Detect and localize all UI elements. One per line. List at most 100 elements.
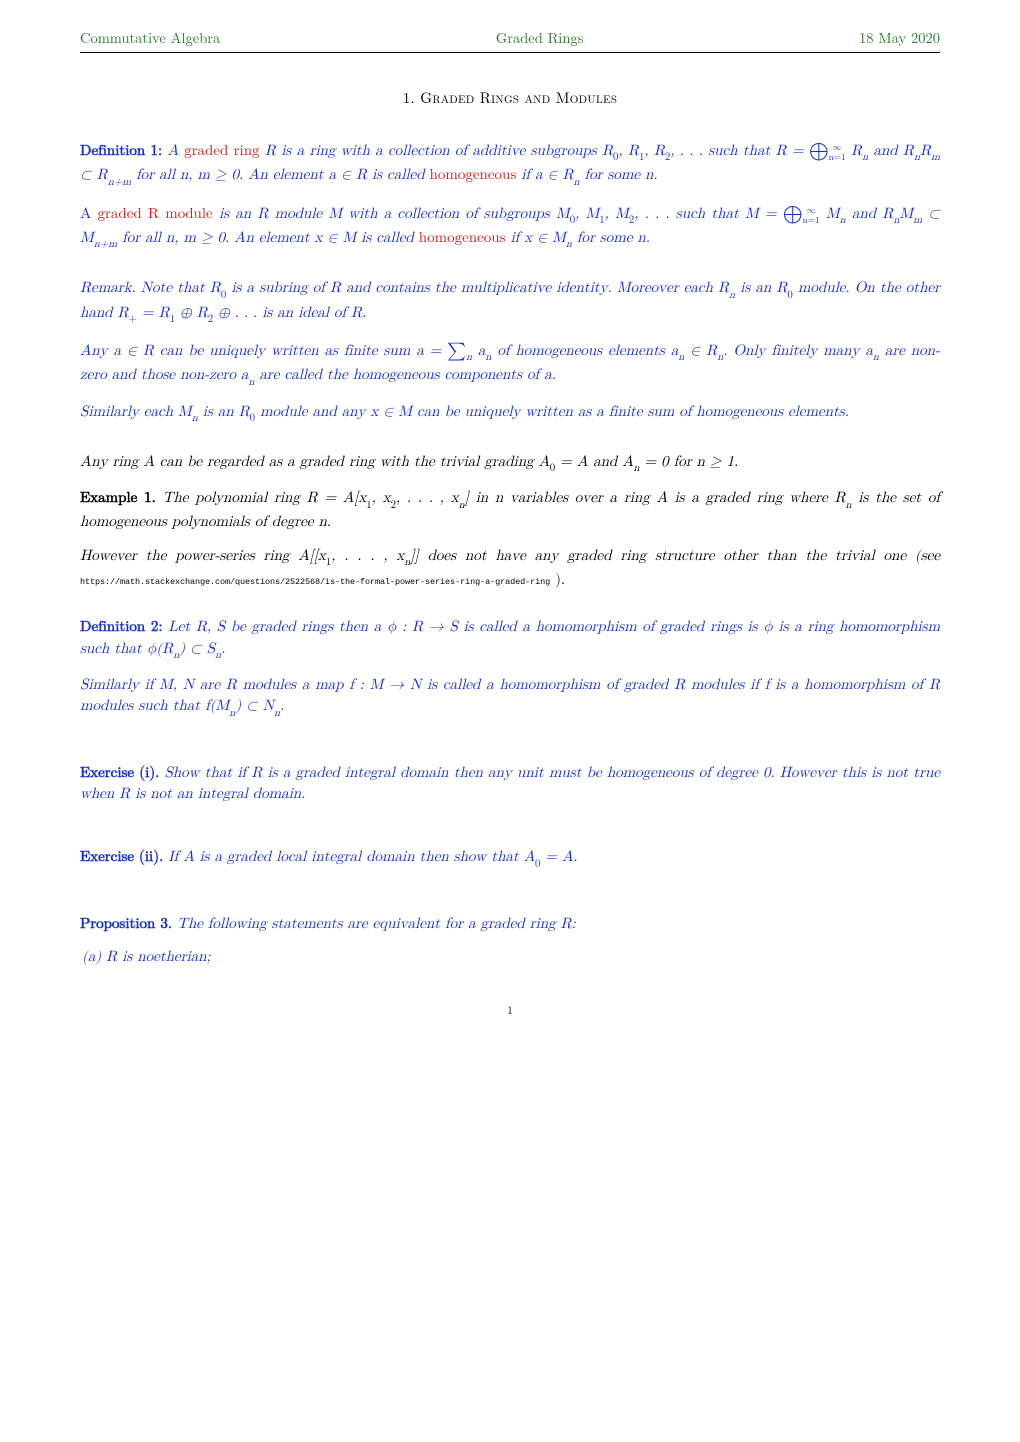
sub: m [913,215,922,226]
t: = A. [540,849,577,864]
sub: 0 [250,413,255,424]
t: R [846,143,862,158]
sub: 1 [170,314,175,325]
t: is an R module M with a collection of su… [213,206,570,221]
t: for some n. [580,167,658,182]
definition-2b: Similarly if M, N are R modules a map f … [80,674,940,720]
t: are called the homogeneous components of… [254,367,555,382]
t: and R [868,143,914,158]
sub: 0 [570,215,575,226]
remark-3: Similarly each Mn is an R0 module and an… [80,401,940,425]
sub: 1 [366,500,371,511]
sub: n+m [108,177,131,188]
t: if a ∈ R [516,167,573,182]
t: for some n. [572,230,650,245]
t: ∈ R [684,343,717,358]
t: is an R [735,280,787,295]
sub: n [862,152,868,163]
sub: n [459,500,465,511]
t: ) ⊂ S [179,641,215,656]
t: , R [618,143,639,158]
t: Similarly each M [80,404,192,419]
t: = A and A [555,454,633,469]
sub: n [574,177,580,188]
t: The polynomial ring R = A[x [156,490,367,505]
t: if x ∈ M [505,230,565,245]
remark-1: Remark. Note that R0 is a subring of R a… [80,277,940,326]
sub: n [840,215,846,226]
definition-1-module: A graded R module is an R module M with … [80,201,940,252]
sub: n [274,708,280,719]
proposition-3-item-a: (a) R is noetherian; [82,946,940,967]
t: M [820,206,840,221]
proposition-3: Proposition 3. The following statements … [80,913,940,934]
sub: n [229,708,235,719]
sub: n [192,413,198,424]
sub: 1 [599,215,604,226]
def1-term-graded-ring: graded ring [184,143,259,158]
t: . [221,641,225,656]
sub: 1 [639,152,644,163]
sub: n [466,352,472,363]
sigma-sum-icon: ∑ [447,343,466,360]
header-right: 18 May 2020 [859,28,940,49]
sub: 2 [629,215,634,226]
example-1: Example 1. The polynomial ring R = A[x1,… [80,487,940,533]
t: , M [575,206,599,221]
example-1b: However the power-series ring A[[x1, . .… [80,545,940,591]
t: Note that R [136,280,221,295]
remark-2: Any a ∈ R can be uniquely written as fin… [80,338,940,389]
t: A [162,143,184,158]
sub: n [215,650,221,661]
t: Any ring A can be regarded as a graded r… [80,454,550,469]
def1-term-homogeneous: homogeneous [430,167,517,182]
sum-limits: ∞n=1 [803,206,820,226]
t: , . . . such that R = [670,143,809,158]
sub: 0 [221,290,226,301]
def1b-term-graded-module: graded R module [97,206,212,221]
t: . Only finitely many a [723,343,873,358]
t: A [80,206,97,221]
sub: n [873,352,879,363]
exercise-i: Exercise (i). Show that if R is a graded… [80,762,940,805]
t: ] in n variables over a ring A is a grad… [465,490,846,505]
t: a [472,343,485,358]
sub: n [893,215,899,226]
def1-label: Definition 1: [80,143,162,158]
t: , M [605,206,629,221]
def1b-term-homogeneous: homogeneous [419,230,506,245]
t: R [920,143,931,158]
t: Any a ∈ R can be uniquely written as fin… [80,343,447,358]
sub: + [129,314,137,325]
t: R is a ring with a collection of additiv… [260,143,613,158]
page-number: 1 [80,1003,940,1019]
t: Show that if R is a graded integral doma… [80,765,940,801]
t: If A is a graded local integral domain t… [163,849,535,864]
sub: n [914,152,920,163]
sub: 0 [550,463,555,474]
sub: 0 [613,152,618,163]
sub: 0 [787,290,792,301]
t: Similarly if M, N are R modules a map f … [80,677,940,713]
remark-label: Remark. [80,280,136,295]
stackexchange-url[interactable]: https://math.stackexchange.com/questions… [80,577,550,587]
t: module and any x ∈ M can be uniquely wri… [255,404,849,419]
sub: n [678,352,684,363]
t: for all n, m ≥ 0. An element a ∈ R is ca… [131,167,429,182]
t: ⊕ R [175,305,208,320]
lim-bot: n=1 [803,216,820,226]
sub: n [248,377,254,388]
any-ring-para: Any ring A can be regarded as a graded r… [80,451,940,475]
lim-top: ∞ [829,143,846,153]
sub: 1 [326,557,331,568]
t: for all n, m ≥ 0. An element x ∈ M is ca… [117,230,419,245]
definition-2: Definition 2: Let R, S be graded rings t… [80,616,940,662]
t: ⊕ . . . is an ideal of R. [213,305,366,320]
t: ). [550,572,565,587]
t: and R [846,206,894,221]
sub: n [404,557,410,568]
sub: n+m [94,239,117,250]
t: M [899,206,913,221]
def2-label: Definition 2: [80,619,163,634]
sum-limits: ∞n=1 [829,143,846,163]
